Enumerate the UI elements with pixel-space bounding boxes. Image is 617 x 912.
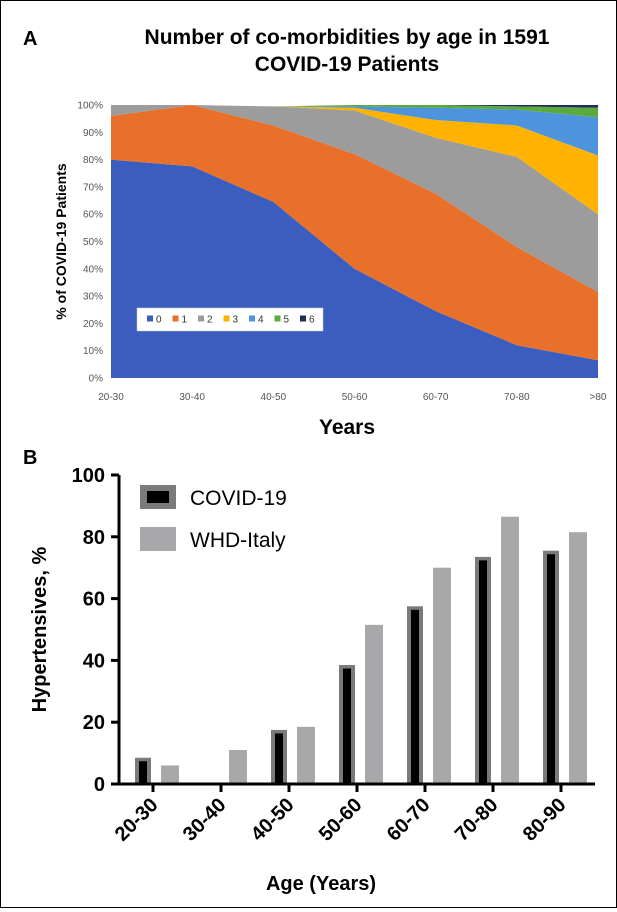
area-series-1 <box>111 105 598 361</box>
bar-covid-19-core-70-80 <box>479 560 487 784</box>
legend-swatch-6 <box>300 315 306 322</box>
bar-covid-19-core-80-90 <box>547 554 555 784</box>
y-tick-label-60: 60 <box>83 589 105 611</box>
legend-swatch-1 <box>172 315 179 322</box>
legend-swatch-5 <box>274 315 281 322</box>
legend-swatch-4 <box>249 315 255 322</box>
panel-a-letter: A <box>23 28 37 50</box>
y-tick-label-30: 30% <box>83 292 103 303</box>
y-tick-label-90: 90% <box>83 128 103 139</box>
legend-label-1: 1 <box>182 315 188 326</box>
legend-label-0: 0 <box>156 315 162 326</box>
y-axis-label: Hypertensives, % <box>29 546 51 712</box>
bar-whd-italy-80-90 <box>569 532 587 784</box>
hypertensives-bar-chart: 0 20 40 60 80 100 20-30 30-40 40-50 50-60 60-70 70-… <box>29 465 595 895</box>
bar-covid-19-core-20-30 <box>139 761 147 784</box>
y-tick-label-0: 0% <box>89 374 104 385</box>
panel-a-title-line1: Number of co-morbidities by age in 1591 <box>145 26 550 49</box>
x-tick-label-30-40: 30-40 <box>179 794 231 846</box>
legend-label-whd-italy: WHD-Italy <box>190 529 286 552</box>
bar-covid-19-core-50-60 <box>343 668 351 784</box>
y-tick-label-80: 80% <box>83 155 103 166</box>
legend-label-6: 6 <box>309 315 315 326</box>
x-tick-label-20-30: 20-30 <box>111 794 163 846</box>
x-tick-label-70-80: 70-80 <box>504 392 530 403</box>
x-tick-label-80: >80 <box>590 392 607 403</box>
legend-label-covid-19: COVID-19 <box>190 487 287 510</box>
legend-swatch-whd-italy <box>140 527 176 551</box>
y-tick-label-20: 20% <box>83 319 103 330</box>
x-tick-label-50-60: 50-60 <box>342 392 368 403</box>
y-tick-label-100: 100% <box>77 101 103 112</box>
comorbidity-area-chart: 0%10%20%30%40%50%60%70%80%90%100%20-30 30… <box>53 101 607 440</box>
area-series-6 <box>111 105 598 108</box>
area-series-5 <box>111 105 598 118</box>
y-tick-label-10: 10% <box>83 346 103 357</box>
bar-whd-italy-60-70 <box>433 567 451 784</box>
area-series-3 <box>111 105 598 215</box>
bar-whd-italy-20-30 <box>161 765 179 784</box>
y-tick-label-100: 100 <box>72 465 105 487</box>
legend-box <box>136 307 324 332</box>
y-axis-label: % of COVID-19 Patients <box>53 163 69 320</box>
y-tick-label-80: 80 <box>83 527 105 549</box>
x-tick-label-40-50: 40-50 <box>247 794 299 846</box>
legend-label-2: 2 <box>207 315 213 326</box>
legend-swatch-0 <box>147 315 153 322</box>
x-tick-label-30-40: 30-40 <box>179 392 205 403</box>
area-series-2 <box>111 105 598 292</box>
x-axis-label: Age (Years) <box>266 873 376 895</box>
y-tick-label-70: 70% <box>83 182 103 193</box>
x-tick-label-60-70: 60-70 <box>423 392 449 403</box>
y-tick-label-40: 40 <box>83 650 105 672</box>
legend-swatch-3 <box>223 315 230 322</box>
legend-label-3: 3 <box>233 315 239 326</box>
bar-covid-19-core-40-50 <box>275 733 283 784</box>
x-tick-label-70-80: 70-80 <box>451 794 503 846</box>
x-tick-label-50-60: 50-60 <box>315 794 367 846</box>
x-tick-label-20-30: 20-30 <box>98 392 124 403</box>
bar-whd-italy-70-80 <box>501 516 519 784</box>
legend-swatch-2 <box>198 315 204 322</box>
y-tick-label-50: 50% <box>83 237 103 248</box>
area-series-4 <box>111 105 598 156</box>
bar-whd-italy-50-60 <box>365 624 383 784</box>
y-tick-label-60: 60% <box>83 210 103 221</box>
legend-label-4: 4 <box>258 315 264 326</box>
bar-whd-italy-30-40 <box>229 750 247 784</box>
x-tick-label-40-50: 40-50 <box>261 392 287 403</box>
x-axis-label: Years <box>319 416 375 439</box>
legend-label-5: 5 <box>284 315 290 326</box>
x-tick-label-80-90: 80-90 <box>519 794 571 846</box>
x-tick-label-60-70: 60-70 <box>383 794 435 846</box>
panel-a-title-line2: COVID-19 Patients <box>255 53 439 76</box>
y-tick-label-40: 40% <box>83 264 103 275</box>
y-tick-label-0: 0 <box>94 774 105 796</box>
bar-covid-19-core-60-70 <box>411 609 419 784</box>
panel-b-letter: B <box>23 447 37 469</box>
y-tick-label-20: 20 <box>83 712 105 734</box>
bar-whd-italy-40-50 <box>297 726 315 784</box>
legend-swatch-covid-19-core <box>147 491 169 503</box>
